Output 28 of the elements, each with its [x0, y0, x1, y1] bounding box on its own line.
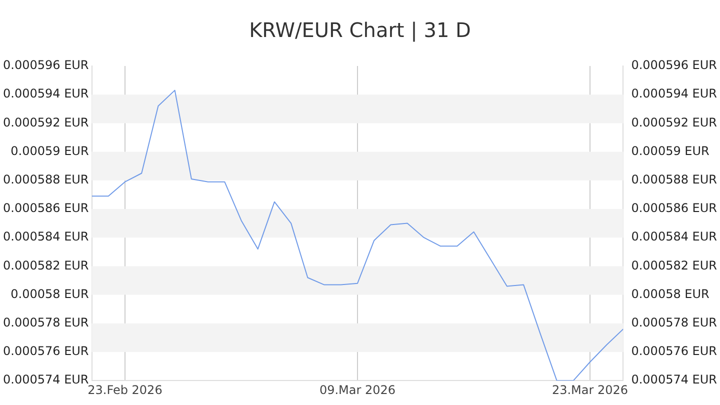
x-tick-label: 23.Mar 2026 — [552, 382, 628, 397]
y-tick-label: 0.000576 EUR — [2, 344, 89, 358]
y-tick-label: 0.00059 EUR — [10, 144, 89, 158]
y2-tick-label: 0.00058 EUR — [631, 286, 710, 301]
y-tick-label: 0.000596 EUR — [2, 58, 89, 72]
y2-tick-label: 0.000594 EUR — [631, 86, 718, 101]
y-tick-label: 0.000594 EUR — [2, 86, 89, 101]
y2-tick-label: 0.000596 EUR — [631, 58, 718, 72]
y2-tick-label: 0.00059 EUR — [631, 144, 710, 158]
y2-tick-label: 0.000584 EUR — [631, 230, 718, 244]
y-tick-label: 0.000588 EUR — [2, 172, 89, 187]
y2-tick-label: 0.000586 EUR — [631, 201, 718, 216]
y-tick-label: 0.000584 EUR — [2, 230, 89, 244]
y-tick-label: 0.000574 EUR — [2, 372, 89, 387]
y2-tick-label: 0.000576 EUR — [631, 344, 718, 358]
y-tick-label: 0.000578 EUR — [2, 316, 89, 330]
y2-tick-label: 0.000582 EUR — [631, 258, 718, 272]
y2-tick-label: 0.000588 EUR — [631, 172, 718, 187]
y-tick-label: 0.000592 EUR — [2, 115, 89, 130]
y-tick-label: 0.00058 EUR — [10, 286, 89, 301]
x-tick-label: 09.Mar 2026 — [319, 382, 396, 397]
y-tick-label: 0.000582 EUR — [2, 258, 89, 272]
y2-tick-label: 0.000578 EUR — [631, 316, 718, 330]
chart-title: KRW/EUR Chart | 31 D — [249, 18, 471, 42]
x-tick-label: 23.Feb 2026 — [88, 382, 162, 397]
y-tick-label: 0.000586 EUR — [2, 201, 89, 216]
y2-tick-label: 0.000592 EUR — [631, 115, 718, 130]
y2-tick-label: 0.000574 EUR — [631, 372, 718, 387]
